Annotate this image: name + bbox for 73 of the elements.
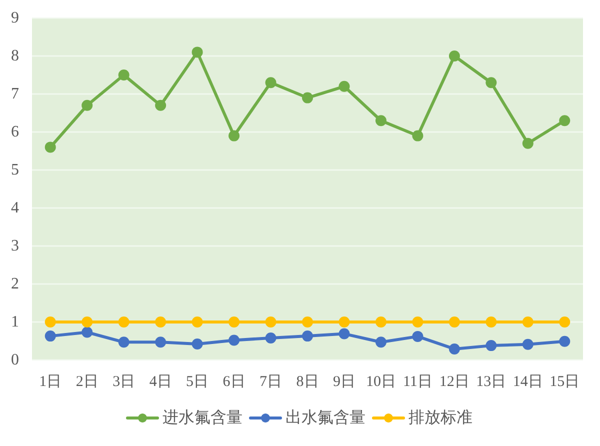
point — [155, 336, 166, 348]
point — [486, 316, 497, 328]
y-tick-label: 0 — [11, 352, 19, 368]
point — [448, 316, 460, 328]
x-tick-label: 4日 — [149, 374, 172, 390]
y-tick-label: 1 — [11, 314, 19, 330]
point — [118, 316, 130, 328]
x-tick-label: 6日 — [222, 374, 246, 390]
point — [192, 316, 203, 328]
legend-label: 进水氟含量 — [162, 408, 242, 426]
legend-label: 出水氟含量 — [286, 408, 366, 426]
point — [265, 332, 276, 344]
point — [44, 316, 56, 328]
point — [192, 338, 203, 350]
x-tick-label: 13日 — [476, 374, 506, 390]
point — [412, 330, 424, 342]
y-tick-label: 3 — [11, 238, 19, 254]
point — [82, 316, 93, 328]
point — [412, 130, 424, 142]
x-tick-label: 2日 — [76, 374, 98, 390]
point — [486, 340, 497, 352]
point — [559, 115, 570, 126]
point — [265, 77, 276, 88]
x-tick-label: 9日 — [332, 374, 356, 390]
point — [44, 142, 56, 153]
point — [155, 316, 166, 328]
x-tick-label: 8日 — [296, 374, 319, 390]
point — [448, 50, 460, 62]
point — [522, 138, 534, 149]
point — [412, 316, 424, 328]
point — [228, 334, 240, 346]
point — [118, 70, 130, 80]
x-tick-label: 14日 — [512, 374, 543, 390]
x-tick-label: 15日 — [550, 374, 580, 390]
y-tick-label: 2 — [11, 276, 19, 292]
point — [155, 100, 166, 111]
point — [375, 316, 386, 328]
point — [192, 46, 203, 58]
y-tick-label: 7 — [11, 86, 19, 102]
y-tick-label: 9 — [11, 10, 19, 26]
point — [302, 316, 313, 328]
point — [522, 316, 534, 328]
x-tick-label: 11日 — [402, 374, 432, 390]
point — [118, 336, 130, 348]
x-tick-label: 1日 — [39, 374, 62, 390]
point — [375, 115, 386, 126]
point — [302, 330, 313, 342]
point — [338, 328, 350, 340]
x-tick-label: 3日 — [112, 374, 136, 390]
y-tick-label: 4 — [11, 200, 19, 216]
point — [265, 316, 276, 328]
point — [448, 343, 460, 354]
point — [338, 316, 350, 328]
point — [522, 338, 534, 350]
point — [228, 316, 240, 328]
point — [375, 336, 386, 348]
y-tick-label: 8 — [11, 48, 19, 64]
point — [82, 100, 93, 111]
x-tick-label: 5日 — [186, 374, 209, 390]
point — [559, 336, 570, 347]
x-tick-label: 12日 — [439, 374, 470, 390]
y-tick-label: 5 — [11, 162, 19, 178]
y-tick-label: 6 — [11, 124, 19, 140]
point — [486, 77, 497, 88]
x-tick-label: 7日 — [260, 374, 282, 390]
point — [302, 92, 313, 104]
point — [82, 326, 93, 338]
point — [338, 80, 350, 92]
point — [44, 330, 56, 342]
x-tick-label: 10日 — [366, 374, 396, 390]
legend-label: 排放标准 — [408, 408, 472, 426]
point — [228, 130, 240, 142]
point — [559, 316, 570, 328]
